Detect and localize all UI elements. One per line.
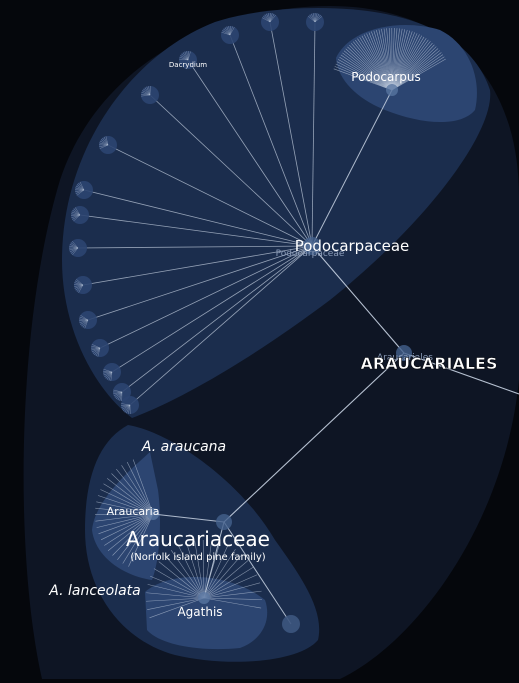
a-araucana-label[interactable]: A. araucana bbox=[141, 439, 226, 455]
podocarpus-label[interactable]: Podocarpus bbox=[351, 70, 420, 84]
outlier-leaf-node[interactable] bbox=[282, 615, 300, 633]
araucariaceae-label[interactable]: Araucariaceae bbox=[126, 527, 270, 551]
agathis-node[interactable] bbox=[198, 592, 210, 604]
araucariaceae-common-name: (Norfolk island pine family) bbox=[130, 552, 265, 563]
araucariales-label[interactable]: ARAUCARIALES bbox=[360, 354, 497, 373]
podocarpaceae-label[interactable]: Podocarpaceae bbox=[295, 237, 410, 255]
araucaria-label[interactable]: Araucaria bbox=[107, 505, 160, 518]
podocarpus-node[interactable] bbox=[386, 84, 398, 96]
a-lanceolata-label[interactable]: A. lanceolata bbox=[48, 583, 141, 599]
agathis-label[interactable]: Agathis bbox=[177, 605, 222, 619]
dacrydium-label[interactable]: Dacrydium bbox=[169, 61, 207, 69]
